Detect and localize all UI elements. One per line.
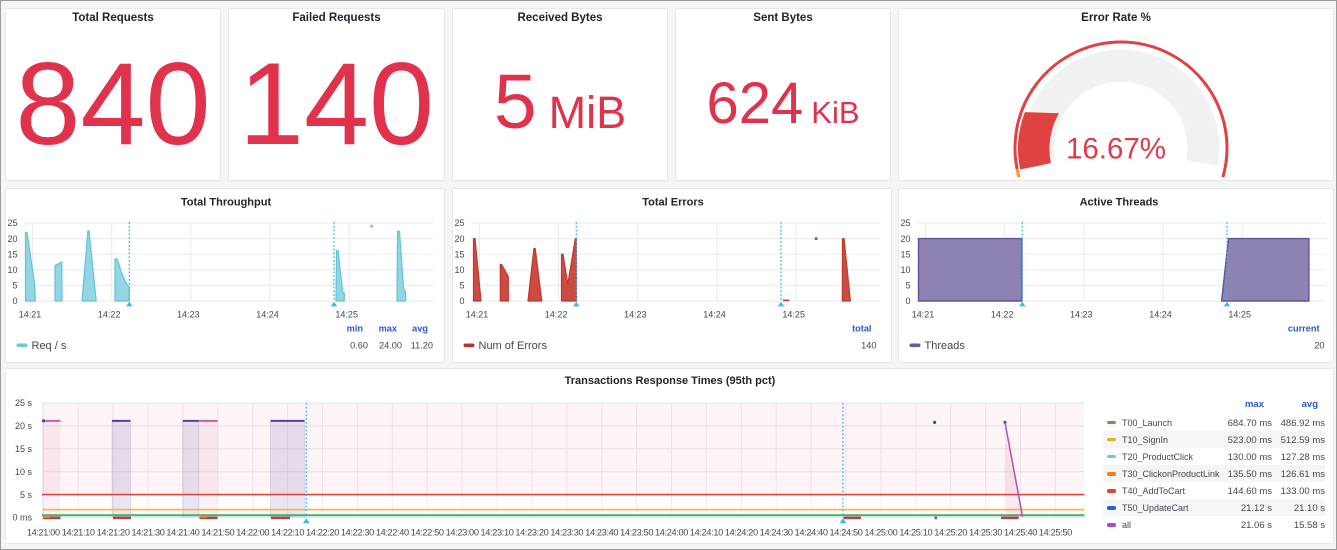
svg-text:14:24:40: 14:24:40 (795, 528, 828, 538)
svg-text:14:24:00: 14:24:00 (655, 528, 688, 538)
svg-text:25: 25 (7, 218, 17, 228)
svg-text:0 ms: 0 ms (12, 513, 32, 523)
svg-text:min: min (347, 324, 364, 334)
svg-text:0: 0 (459, 296, 464, 306)
svg-text:avg: avg (412, 324, 428, 334)
svg-text:15 s: 15 s (15, 444, 33, 454)
svg-text:Total Throughput: Total Throughput (181, 197, 272, 209)
svg-text:Active Threads: Active Threads (1080, 197, 1159, 209)
svg-text:10: 10 (454, 265, 464, 275)
svg-text:14:23:30: 14:23:30 (550, 528, 583, 538)
svg-text:14:22:20: 14:22:20 (306, 528, 339, 538)
svg-text:20: 20 (1314, 341, 1324, 351)
svg-text:5 s: 5 s (20, 490, 33, 500)
svg-text:max: max (379, 324, 398, 334)
svg-text:0: 0 (12, 296, 17, 306)
svg-text:14:25:20: 14:25:20 (934, 528, 967, 538)
svg-text:10 s: 10 s (15, 467, 33, 477)
svg-text:5: 5 (459, 281, 464, 291)
svg-text:14:25:30: 14:25:30 (969, 528, 1002, 538)
svg-text:14:25: 14:25 (782, 310, 805, 320)
svg-text:14:21:00: 14:21:00 (27, 528, 60, 538)
svg-text:0.60: 0.60 (350, 341, 368, 351)
svg-text:14:23: 14:23 (1070, 310, 1093, 320)
svg-text:14:21:10: 14:21:10 (62, 528, 95, 538)
svg-text:14:23:20: 14:23:20 (515, 528, 548, 538)
svg-text:0: 0 (905, 296, 910, 306)
svg-text:14:23:50: 14:23:50 (620, 528, 653, 538)
svg-text:14:22: 14:22 (545, 310, 568, 320)
svg-text:20 s: 20 s (15, 421, 33, 431)
svg-text:14:22:40: 14:22:40 (376, 528, 409, 538)
svg-text:14:23:10: 14:23:10 (481, 528, 514, 538)
svg-text:14:25:10: 14:25:10 (899, 528, 932, 538)
svg-text:14:24:10: 14:24:10 (690, 528, 723, 538)
svg-text:14:24: 14:24 (1149, 310, 1172, 320)
svg-text:14:23: 14:23 (177, 310, 200, 320)
svg-text:Threads: Threads (925, 340, 966, 352)
svg-text:14:21:30: 14:21:30 (132, 528, 165, 538)
svg-text:Num of Errors: Num of Errors (479, 340, 548, 352)
svg-text:Total Errors: Total Errors (642, 197, 704, 209)
svg-text:25: 25 (454, 218, 464, 228)
svg-text:14:24:50: 14:24:50 (830, 528, 863, 538)
svg-text:14:23: 14:23 (624, 310, 647, 320)
svg-text:15: 15 (7, 249, 17, 259)
svg-text:25: 25 (900, 218, 910, 228)
svg-text:5: 5 (905, 281, 910, 291)
svg-text:14:25:00: 14:25:00 (864, 528, 897, 538)
svg-text:15: 15 (900, 249, 910, 259)
svg-text:20: 20 (7, 234, 17, 244)
svg-text:14:25:40: 14:25:40 (1004, 528, 1037, 538)
svg-text:14:22: 14:22 (991, 310, 1014, 320)
svg-text:24.00: 24.00 (379, 341, 402, 351)
svg-text:14:22: 14:22 (98, 310, 121, 320)
svg-text:14:22:50: 14:22:50 (411, 528, 444, 538)
svg-text:14:22:00: 14:22:00 (236, 528, 269, 538)
svg-text:Req / s: Req / s (32, 340, 67, 352)
svg-text:14:22:30: 14:22:30 (341, 528, 374, 538)
svg-text:current: current (1288, 324, 1320, 334)
svg-text:15: 15 (454, 249, 464, 259)
svg-text:10: 10 (900, 265, 910, 275)
svg-text:14:25: 14:25 (1228, 310, 1251, 320)
svg-text:14:21:20: 14:21:20 (97, 528, 130, 538)
svg-text:14:21: 14:21 (912, 310, 935, 320)
svg-text:14:25:50: 14:25:50 (1039, 528, 1072, 538)
svg-text:20: 20 (900, 234, 910, 244)
svg-text:14:24:30: 14:24:30 (760, 528, 793, 538)
svg-text:14:21:50: 14:21:50 (201, 528, 234, 538)
svg-text:14:25: 14:25 (335, 310, 358, 320)
svg-text:140: 140 (861, 341, 876, 351)
svg-text:16.67%: 16.67% (1066, 133, 1166, 166)
svg-text:Transactions Response Times (9: Transactions Response Times (95th pct) (565, 375, 776, 387)
svg-text:5: 5 (12, 281, 17, 291)
svg-text:14:23:40: 14:23:40 (585, 528, 618, 538)
svg-text:14:24: 14:24 (256, 310, 279, 320)
svg-text:14:23:00: 14:23:00 (446, 528, 479, 538)
svg-text:10: 10 (7, 265, 17, 275)
svg-text:20: 20 (454, 234, 464, 244)
svg-text:14:21:40: 14:21:40 (166, 528, 199, 538)
svg-text:11.20: 11.20 (411, 341, 433, 351)
svg-text:14:22:10: 14:22:10 (271, 528, 304, 538)
svg-text:14:21: 14:21 (466, 310, 489, 320)
svg-text:total: total (852, 324, 871, 334)
svg-text:25 s: 25 s (15, 398, 33, 408)
svg-text:14:24:20: 14:24:20 (725, 528, 758, 538)
svg-text:14:21: 14:21 (19, 310, 42, 320)
svg-text:14:24: 14:24 (703, 310, 726, 320)
